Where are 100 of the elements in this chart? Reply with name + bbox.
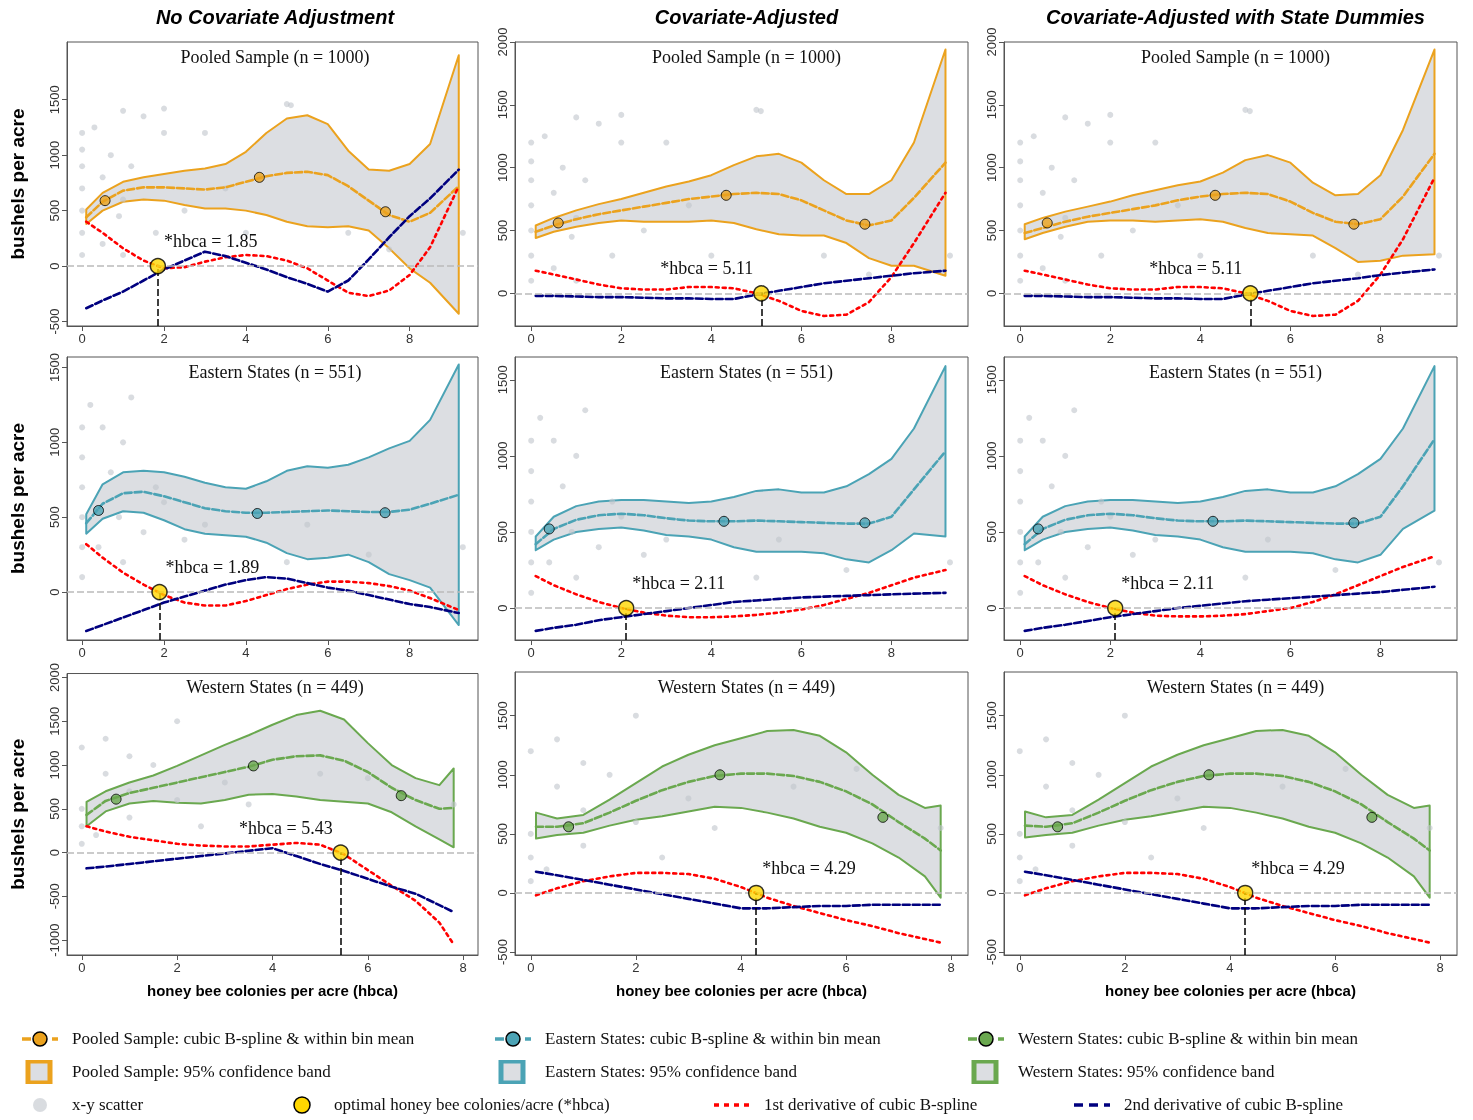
x-tick-label: 2 bbox=[160, 331, 168, 346]
x-tick-label: 2 bbox=[1106, 331, 1114, 346]
y-tick-label: 0 bbox=[984, 289, 999, 297]
chart-subtitle: Western States (n = 449) bbox=[657, 677, 836, 698]
x-tick-label: 2 bbox=[632, 960, 640, 975]
y-tick-label: 1500 bbox=[495, 365, 510, 395]
y-tick-label: 1000 bbox=[984, 441, 999, 471]
legend-label: Eastern States: cubic B-spline & within bin mean bbox=[545, 1028, 881, 1049]
y-tick-label: 0 bbox=[47, 262, 62, 270]
annotation: *hbca = 2.11 bbox=[632, 573, 726, 594]
x-tick-label: 8 bbox=[887, 645, 896, 660]
text: Eastern States: 95% confidence band bbox=[545, 1061, 798, 1082]
y-tick-label: 1000 bbox=[47, 427, 62, 457]
x-tick-label: 0 bbox=[527, 960, 535, 975]
x-tick-label: 4 bbox=[242, 645, 250, 660]
y-tick-label: 1500 bbox=[984, 365, 999, 395]
y-tick-label: 1500 bbox=[984, 701, 999, 731]
annotation: *hbca = 2.11 bbox=[1121, 573, 1215, 594]
x-tick-label: 6 bbox=[364, 960, 372, 975]
x-tick-label: 0 bbox=[527, 331, 535, 346]
x-tick-label: 6 bbox=[1331, 960, 1339, 975]
y-tick-label: 0 bbox=[495, 289, 510, 297]
y-tick-label: 500 bbox=[495, 823, 510, 845]
chart-subtitle: Pooled Sample (n = 1000) bbox=[180, 47, 370, 68]
y-tick-label: 0 bbox=[47, 848, 62, 857]
x-tick-label: 8 bbox=[1376, 331, 1385, 346]
x-tick-label: 8 bbox=[887, 331, 896, 346]
y-tick-label: 500 bbox=[47, 797, 62, 820]
y-tick-label: 0 bbox=[495, 604, 510, 612]
annotation: *hbca = 4.29 bbox=[1251, 857, 1345, 878]
x-tick-label: 4 bbox=[1226, 960, 1234, 975]
y-tick-label: 1500 bbox=[984, 90, 999, 120]
legend-label: x-y scatter bbox=[72, 1094, 144, 1115]
x-tick-label: 0 bbox=[1016, 331, 1024, 346]
y-tick-label: 1000 bbox=[495, 153, 510, 183]
annotation: *hbca = 1.85 bbox=[163, 231, 258, 252]
x-tick-label: 8 bbox=[1376, 645, 1385, 660]
y-tick-label: 500 bbox=[984, 823, 999, 845]
legend-label: 1st derivative of cubic B-spline bbox=[764, 1094, 978, 1115]
y-tick-label: 1000 bbox=[47, 140, 62, 170]
x-tick-label: 6 bbox=[797, 331, 806, 346]
x-tick-label: 2 bbox=[617, 645, 625, 660]
x-tick-label: 8 bbox=[459, 960, 467, 975]
x-tick-label: 2 bbox=[1121, 960, 1129, 975]
x-tick-label: 0 bbox=[78, 331, 86, 346]
x-tick-label: 8 bbox=[406, 645, 414, 660]
legend-label: Western States: cubic B-spline & within bin mean bbox=[1018, 1028, 1358, 1049]
annotation: *hbca = 5.11 bbox=[660, 258, 754, 279]
x-tick-label: 0 bbox=[78, 960, 86, 975]
y-tick-label: -500 bbox=[47, 883, 62, 910]
chart-subtitle: Pooled Sample (n = 1000) bbox=[1140, 47, 1331, 68]
y-tick-label: 1000 bbox=[984, 153, 999, 183]
y-tick-label: 1000 bbox=[495, 760, 510, 790]
y-tick-label: 500 bbox=[495, 521, 510, 543]
y-tick-label: 0 bbox=[984, 889, 999, 897]
y-tick-label: 2000 bbox=[984, 27, 999, 57]
x-tick-label: 0 bbox=[78, 645, 86, 660]
y-tick-label: 1500 bbox=[47, 85, 62, 115]
y-tick-label: 0 bbox=[495, 889, 510, 897]
y-tick-label: 1500 bbox=[47, 353, 62, 382]
chart-subtitle: Western States (n = 449) bbox=[186, 677, 364, 698]
x-tick-label: 6 bbox=[324, 645, 332, 660]
annotation: *hbca = 1.89 bbox=[165, 557, 260, 578]
x-tick-label: 2 bbox=[173, 960, 181, 975]
x-tick-label: 4 bbox=[707, 331, 715, 346]
chart-title: Covariate-Adjusted with State Dummies bbox=[1046, 6, 1425, 28]
y-tick-label: -500 bbox=[495, 939, 510, 966]
chart-title: Covariate-Adjusted bbox=[654, 6, 839, 28]
legend-label: 2nd derivative of cubic B-spline bbox=[1124, 1094, 1344, 1115]
y-tick-label: 1500 bbox=[495, 701, 510, 731]
y-tick-label: 1000 bbox=[47, 750, 62, 780]
text: Western States: 95% confidence band bbox=[1018, 1061, 1275, 1082]
y-tick-label: 500 bbox=[47, 199, 62, 222]
y-tick-label: 500 bbox=[495, 219, 510, 242]
x-tick-label: 4 bbox=[242, 331, 250, 346]
legend-label: Pooled Sample: cubic B-spline & within bin mean bbox=[72, 1028, 415, 1049]
y-tick-label: 500 bbox=[984, 521, 999, 543]
x-tick-label: 6 bbox=[797, 645, 806, 660]
x-tick-label: 6 bbox=[324, 331, 332, 346]
annotation: *hbca = 5.11 bbox=[1149, 258, 1243, 279]
y-tick-label: 500 bbox=[47, 506, 62, 529]
y-tick-label: 1000 bbox=[495, 441, 510, 471]
x-tick-label: 8 bbox=[1436, 960, 1444, 975]
y-tick-label: 0 bbox=[47, 588, 62, 596]
y-tick-label: -500 bbox=[47, 308, 62, 335]
annotation: *hbca = 5.43 bbox=[239, 817, 333, 838]
y-tick-label: 500 bbox=[984, 219, 999, 242]
y-tick-label: -1000 bbox=[47, 923, 62, 957]
y-tick-label: -500 bbox=[984, 939, 999, 966]
y-tick-label: 0 bbox=[984, 604, 999, 612]
y-tick-label: 1500 bbox=[47, 706, 62, 736]
x-tick-label: 0 bbox=[1016, 645, 1024, 660]
legend-label: optimal honey bee colonies/acre (*hbca) bbox=[334, 1094, 610, 1115]
annotation: *hbca = 4.29 bbox=[762, 857, 856, 878]
x-tick-label: 6 bbox=[1286, 331, 1295, 346]
chart-subtitle: Eastern States (n = 551) bbox=[1148, 362, 1323, 383]
chart-subtitle: Eastern States (n = 551) bbox=[659, 362, 834, 383]
chart-subtitle: Western States (n = 449) bbox=[1146, 677, 1325, 698]
x-tick-label: 4 bbox=[268, 960, 277, 975]
x-tick-label: 4 bbox=[1196, 645, 1204, 660]
